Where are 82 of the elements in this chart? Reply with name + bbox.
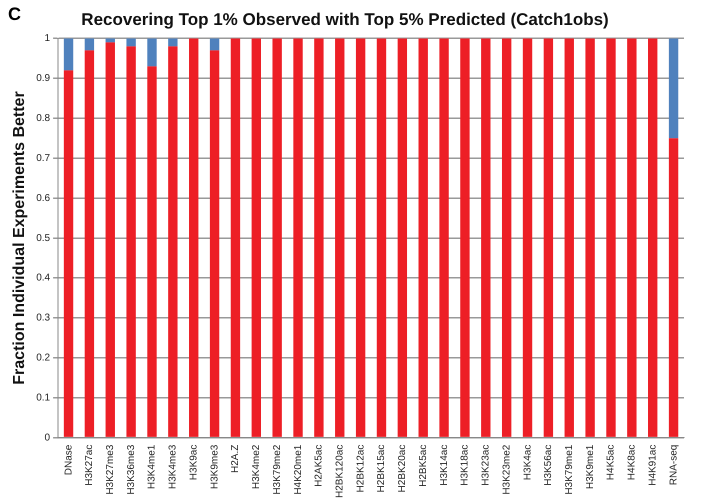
- y-axis-title: Fraction Individual Experiments Better: [11, 91, 28, 385]
- x-tick-label: H3K9me1: [584, 444, 596, 490]
- x-tick-label: H3K4me1: [146, 444, 158, 490]
- x-tick-label: H3K56ac: [543, 444, 554, 486]
- bar: [418, 38, 428, 437]
- x-tick-label: RNA-seq: [668, 444, 680, 486]
- bar: [460, 38, 470, 437]
- x-tick-label: H2BK120ac: [334, 444, 346, 498]
- bar: [126, 46, 136, 437]
- y-tick-label: 0.9: [36, 73, 51, 84]
- x-tick-label: DNase: [63, 444, 74, 476]
- x-tick-label: H3K14ac: [438, 444, 450, 486]
- y-tick-label: 0.7: [36, 152, 51, 164]
- bar: [335, 38, 344, 437]
- bar: [168, 46, 178, 437]
- y-tick-label: 0.2: [36, 352, 51, 364]
- x-tick-label: H3K36me3: [126, 444, 137, 495]
- bar: [230, 38, 240, 437]
- x-tick-label: H4K91ac: [647, 444, 658, 486]
- x-tick-label: H2BK15ac: [376, 444, 388, 492]
- x-tick-label: H2BK5ac: [418, 444, 429, 487]
- x-tick-label: H3K4me3: [168, 444, 179, 490]
- x-tick-label: H3K18ac: [460, 444, 471, 486]
- bar: [210, 50, 220, 437]
- bar: [544, 38, 554, 437]
- bar: [106, 42, 115, 437]
- bar: [84, 38, 94, 50]
- y-tick-label: 0.1: [36, 392, 51, 404]
- bar: [64, 38, 74, 70]
- bar: [64, 70, 74, 437]
- y-tick-label: 1: [44, 33, 51, 44]
- bar: [627, 38, 637, 437]
- y-tick-label: 0.6: [36, 192, 51, 204]
- bar: [272, 38, 282, 437]
- y-tick-label: 0: [44, 432, 51, 444]
- bar: [126, 38, 136, 46]
- y-tick-label: 0.4: [36, 272, 51, 284]
- x-tick-label: H3K23ac: [480, 444, 492, 486]
- x-tick-label: H2BK20ac: [397, 444, 408, 492]
- bar: [84, 50, 94, 437]
- chart-title: Recovering Top 1% Observed with Top 5% Predicted (Catch1obs): [81, 10, 609, 29]
- bar: [585, 38, 595, 437]
- bar: [168, 38, 178, 46]
- bar: [502, 38, 512, 437]
- bar: [293, 38, 303, 437]
- text: C: [8, 4, 21, 24]
- bar: [210, 38, 220, 50]
- bar: [356, 38, 366, 437]
- x-tick-label: H3K9me3: [209, 444, 220, 490]
- x-tick-label: H4K20me1: [292, 444, 304, 495]
- bar: [189, 38, 198, 437]
- bar: [522, 38, 532, 437]
- bar: [106, 38, 115, 42]
- x-tick-label: H4K5ac: [606, 444, 617, 480]
- bar: [314, 38, 324, 437]
- bar: [398, 38, 408, 437]
- x-tick-label: H2A.Z: [230, 444, 242, 473]
- y-tick-label: 0.3: [36, 312, 51, 324]
- bar: [252, 38, 261, 437]
- bar: [376, 38, 386, 437]
- bar: [147, 38, 157, 66]
- x-tick-label: H2AK5ac: [314, 444, 325, 487]
- x-tick-label: H3K4ac: [522, 444, 534, 480]
- x-tick-label: H4K8ac: [626, 444, 638, 480]
- x-tick-label: H3K9ac: [188, 444, 200, 480]
- x-tick-label: H3K27ac: [84, 444, 96, 486]
- x-tick-label: H3K4me2: [251, 444, 262, 490]
- bar: [481, 38, 490, 437]
- bar: [147, 66, 157, 437]
- y-tick-label: 0.8: [36, 112, 51, 124]
- x-tick-label: H3K27me3: [105, 444, 116, 495]
- bar: [439, 38, 449, 437]
- x-tick-label: H3K79me2: [272, 444, 283, 495]
- y-tick-label: 0.5: [36, 232, 51, 244]
- bar: [648, 38, 658, 437]
- x-tick-label: H3K79me1: [564, 444, 575, 495]
- bar: [606, 38, 616, 437]
- x-tick-label: H2BK12ac: [355, 444, 366, 492]
- bar: [668, 38, 678, 138]
- x-tick-label: H3K23me2: [501, 444, 512, 495]
- bar: [564, 38, 574, 437]
- bar: [668, 138, 678, 437]
